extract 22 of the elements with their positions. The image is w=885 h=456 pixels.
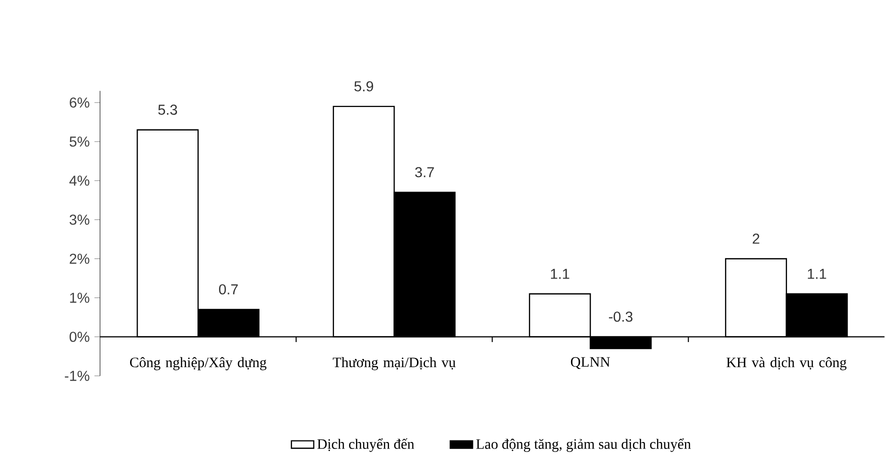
x-tick-label: QLNN: [570, 357, 610, 370]
y-tick-label: -1%: [64, 370, 90, 381]
data-label: 5.9: [354, 81, 374, 92]
data-label: 1.1: [808, 268, 826, 279]
legend-label: Lao động tăng, giảm sau dịch chuyển: [476, 438, 691, 452]
data-label: 3.7: [415, 167, 434, 178]
data-label: 2: [752, 234, 760, 244]
y-tick-label: 5%: [70, 136, 90, 147]
data-label: -0.3: [608, 312, 632, 322]
y-tick-label: 3%: [70, 214, 90, 225]
x-tick-label: Thương mại/Dịch vụ: [332, 357, 456, 370]
y-tick-label: 1%: [70, 292, 90, 303]
y-tick-label: 0%: [70, 332, 90, 342]
x-tick-label: Công nghiệp/Xây dựng: [130, 357, 266, 370]
data-label: 0.7: [219, 284, 238, 294]
y-tick-label: 2%: [70, 254, 90, 264]
y-tick-label: 4%: [69, 176, 90, 186]
y-tick-label: 6%: [70, 98, 90, 108]
legend-label: Dịch chuyển đến: [317, 438, 414, 452]
data-label: 1.1: [551, 268, 570, 279]
x-tick-label: KH và dịch vụ công: [726, 357, 846, 370]
data-label: 5.3: [158, 104, 178, 115]
